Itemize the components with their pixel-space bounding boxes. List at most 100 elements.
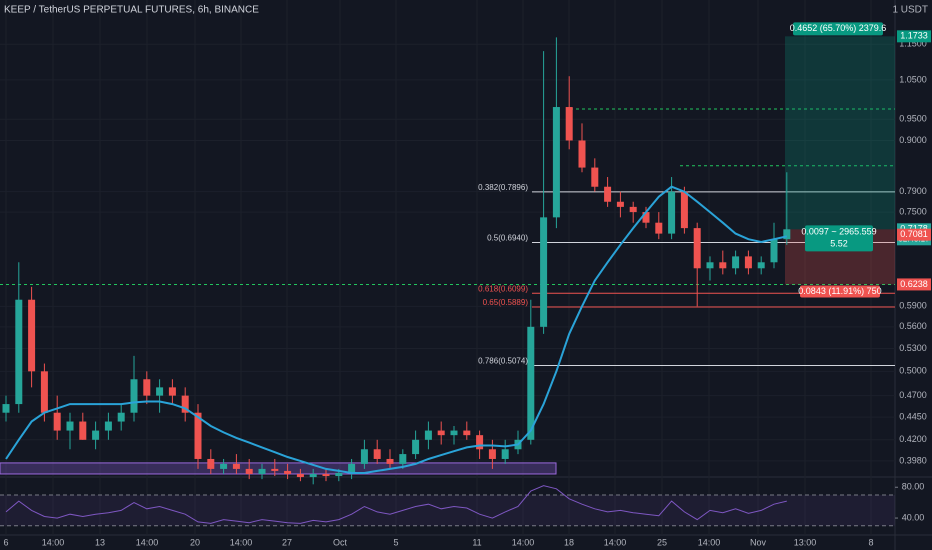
candle-body bbox=[322, 473, 330, 477]
candle-body bbox=[15, 299, 23, 405]
rsi-tick-label: 40.00 bbox=[902, 512, 925, 522]
fib-label: 0.786(0.5074) bbox=[478, 357, 528, 366]
candle-body bbox=[143, 379, 151, 396]
x-tick-label: 13 bbox=[95, 537, 105, 547]
candle-body bbox=[92, 430, 100, 440]
fib-label: 0.65(0.5889) bbox=[483, 298, 529, 307]
support-zone bbox=[0, 462, 557, 475]
rsi-band bbox=[0, 494, 895, 526]
x-tick-label: 14:00 bbox=[512, 537, 535, 547]
candle-body bbox=[207, 458, 215, 469]
candle-body bbox=[2, 404, 10, 413]
y-tick-label: 0.7500 bbox=[899, 206, 927, 216]
candle-body bbox=[412, 439, 420, 455]
candle-body bbox=[156, 387, 164, 396]
candle-body bbox=[194, 412, 202, 459]
candle-body bbox=[335, 472, 343, 477]
candle-body bbox=[476, 435, 484, 450]
rsi-tick-label: 80.00 bbox=[902, 482, 925, 492]
x-tick-label: 11 bbox=[472, 537, 481, 547]
candle-body bbox=[296, 473, 304, 478]
y-tick-label: 0.9000 bbox=[899, 135, 927, 145]
y-tick-label: 0.5600 bbox=[899, 321, 927, 331]
y-tick-label: 1.0500 bbox=[899, 74, 927, 84]
candle-body bbox=[463, 430, 471, 436]
rsi-line bbox=[5, 485, 787, 524]
candle-body bbox=[501, 449, 509, 459]
fib-label: 0.382(0.7896) bbox=[478, 183, 528, 192]
candle-body bbox=[437, 430, 445, 436]
candle-body bbox=[693, 228, 701, 269]
candle-body bbox=[284, 470, 292, 474]
candle-body bbox=[757, 262, 765, 269]
candle-body bbox=[424, 430, 432, 440]
candle-body bbox=[271, 468, 279, 471]
x-tick-label: Oct bbox=[333, 537, 348, 547]
candle-body bbox=[706, 262, 714, 269]
candle-body bbox=[40, 371, 48, 413]
candle-body bbox=[732, 256, 740, 269]
position-info: 0.0097 ~ 2965.559 bbox=[801, 227, 876, 237]
y-tick-label: 0.4200 bbox=[899, 434, 927, 444]
candle-body bbox=[488, 449, 496, 459]
candle-body bbox=[130, 379, 138, 413]
price-label-box bbox=[897, 228, 931, 241]
price-label: 0.7081 bbox=[900, 229, 928, 239]
stop-label: 0.0843 (11.91%) 750 bbox=[798, 286, 881, 296]
position-info-box bbox=[805, 225, 873, 252]
candle-body bbox=[168, 387, 176, 396]
candle-body bbox=[450, 430, 458, 436]
stop-label-box bbox=[800, 285, 880, 298]
price-label: 0.6238 bbox=[900, 279, 928, 289]
candle-body bbox=[552, 107, 560, 218]
y-tick-label: 1.1500 bbox=[899, 39, 927, 49]
x-tick-label: 14:00 bbox=[604, 537, 627, 547]
candle-body bbox=[28, 299, 36, 372]
candle-body bbox=[181, 395, 189, 413]
candle-body bbox=[258, 468, 266, 474]
candle-body bbox=[565, 107, 573, 141]
x-tick-label: 27 bbox=[282, 537, 292, 547]
x-tick-label: 20 bbox=[190, 537, 200, 547]
fib-label: 0.618(0.6099) bbox=[478, 284, 528, 293]
candle-body bbox=[220, 463, 228, 469]
candle-body bbox=[53, 412, 61, 431]
candle-body bbox=[373, 449, 381, 459]
x-tick-label: 13:00 bbox=[794, 537, 817, 547]
candle-body bbox=[386, 458, 394, 464]
target-label-box bbox=[793, 22, 883, 36]
position-info-sub: 5.52 bbox=[830, 239, 848, 249]
candle-body bbox=[540, 217, 548, 327]
price-label-box bbox=[897, 30, 931, 43]
candle-body bbox=[680, 191, 688, 229]
candle-body bbox=[79, 421, 87, 440]
fib-label: 0.5(0.6940) bbox=[487, 234, 528, 243]
candle-body bbox=[783, 229, 791, 240]
candle-body bbox=[604, 186, 612, 202]
candle-body bbox=[527, 326, 535, 440]
x-tick-label: 18 bbox=[564, 537, 574, 547]
profit-zone bbox=[785, 36, 895, 230]
x-tick-label: 14:00 bbox=[136, 537, 159, 547]
candle-body bbox=[360, 449, 368, 464]
price-label: 1.1733 bbox=[900, 31, 928, 41]
target-label: 0.4652 (65.70%) 2379.6 bbox=[790, 23, 887, 33]
candle-body bbox=[399, 454, 407, 464]
candle-body bbox=[348, 463, 356, 473]
candle-body bbox=[66, 421, 74, 431]
candle-body bbox=[309, 473, 317, 478]
y-tick-label: 0.5300 bbox=[899, 343, 927, 353]
chart-title: KEEP / TetherUS PERPETUAL FUTURES, 6h, B… bbox=[4, 5, 259, 16]
candle-body bbox=[578, 140, 586, 168]
candle-body bbox=[629, 206, 637, 213]
candle-body bbox=[668, 191, 676, 234]
y-tick-label: 0.7900 bbox=[899, 186, 927, 196]
x-tick-label: 5 bbox=[393, 537, 398, 547]
candle-body bbox=[770, 239, 778, 263]
x-tick-label: 14:00 bbox=[698, 537, 721, 547]
candle-body bbox=[245, 468, 253, 474]
y-tick-label: 0.3980 bbox=[899, 455, 927, 465]
x-tick-label: 8 bbox=[868, 537, 873, 547]
currency: 1 USDT bbox=[892, 5, 928, 16]
